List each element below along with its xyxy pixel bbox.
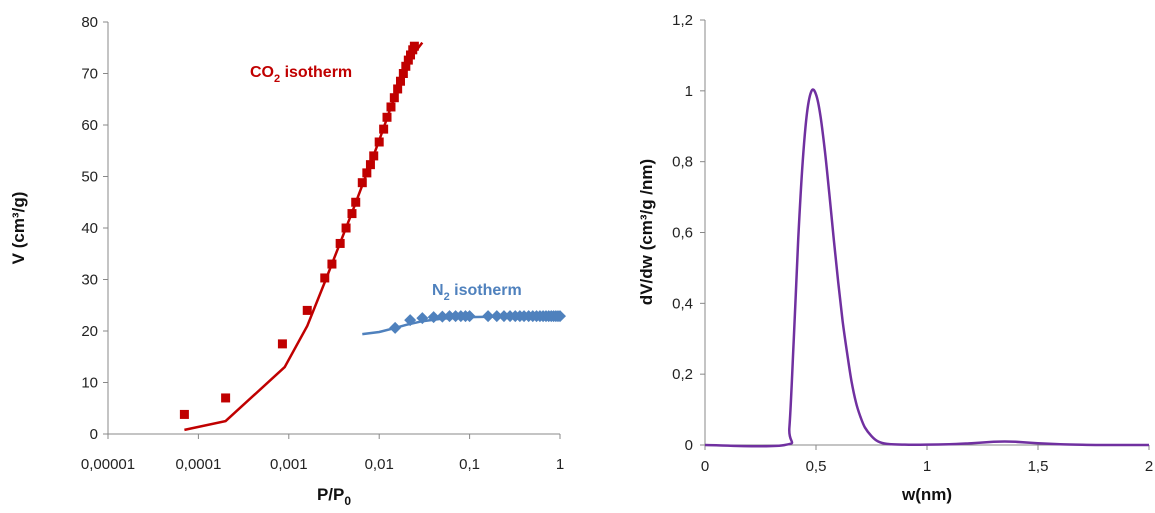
co2-data-point [406, 50, 416, 60]
y-tick-label: 20 [81, 323, 98, 340]
pore-distribution-line [704, 88, 1149, 448]
n2-data-point [497, 310, 510, 323]
n2-data-point [463, 310, 476, 323]
n2-data-point [554, 310, 566, 323]
x-axis-title: P/P0 [317, 485, 351, 508]
x-tick-label: 0 [701, 458, 709, 475]
y-tick-label: 0,8 [672, 154, 693, 171]
y-tick-label: 0,2 [672, 366, 693, 383]
n2-data-point [482, 310, 495, 323]
x-tick-label: 0,1 [459, 456, 480, 473]
co2-data-point [327, 259, 337, 269]
x-tick-label: 0,00001 [81, 456, 135, 473]
y-tick-label: 10 [81, 375, 98, 392]
co2-data-point [362, 168, 372, 178]
x-axis-title: w(nm) [901, 485, 952, 504]
x-tick-label: 0,01 [365, 456, 394, 473]
co2-data-point [347, 209, 357, 219]
y-tick-label: 50 [81, 169, 98, 186]
n2-data-point [436, 310, 449, 323]
x-tick-label: 1,5 [1028, 458, 1049, 475]
co2-data-point [398, 69, 408, 78]
co2-data-point [179, 409, 189, 419]
co2-data-point [369, 151, 379, 161]
y-axis-title: V (cm³/g) [9, 192, 28, 265]
n2-data-point [490, 310, 503, 323]
y-tick-label: 30 [81, 272, 98, 289]
x-tick-label: 2 [1145, 458, 1153, 475]
isotherm-chart: 0 10 20 30 40 50 60 70 80 0,00001 0,0001 0,001 0,01… [9, 14, 566, 508]
co2-data-point [335, 238, 345, 248]
x-tick-label: 0,001 [270, 456, 308, 473]
y-tick-label: 70 [81, 66, 98, 83]
y-tick-label: 80 [81, 14, 98, 31]
n2-data-point [404, 314, 417, 327]
co2-data-point [395, 76, 405, 86]
co2-data-point [302, 305, 312, 315]
co2-data-point [365, 160, 375, 170]
co2-data-point [393, 84, 403, 94]
y-tick-label: 60 [81, 117, 98, 134]
co2-data-point [382, 112, 392, 122]
co2-data-point [351, 197, 361, 207]
co2-isotherm-label: CO2 isotherm [250, 64, 352, 85]
n2-isotherm-label: N2 isotherm [432, 282, 522, 303]
n2-data-point [389, 321, 402, 334]
y-tick-label: 1 [685, 83, 693, 100]
y-tick-label: 0 [90, 426, 98, 443]
x-tick-label: 0,0001 [175, 456, 221, 473]
co2-data-point [409, 41, 419, 51]
co2-data-point [379, 124, 389, 134]
co2-data-point [403, 55, 413, 65]
co2-data-point [389, 93, 399, 103]
x-tick-label: 1 [556, 456, 564, 473]
y-axis-title: dV/dw (cm³/g /nm) [637, 159, 656, 305]
y-tick-label: 1,2 [672, 12, 693, 29]
pore-size-chart: 0 0,2 0,4 0,6 0,8 1 1,2 0 0,5 1 1,5 2 dV/dw (cm³/g… [637, 12, 1153, 504]
x-tick-label: 1 [923, 458, 931, 475]
co2-data-point [401, 61, 411, 71]
series-line-1 [184, 41, 424, 432]
co2-data-point [374, 137, 384, 147]
y-tick-label: 0 [685, 437, 693, 454]
co2-data-point [320, 273, 330, 283]
y-tick-label: 40 [81, 220, 98, 237]
x-tick-label: 0,5 [806, 458, 827, 475]
y-tick-label: 0,6 [672, 225, 693, 242]
co2-data-point [386, 102, 396, 112]
n2-data-point [416, 312, 429, 325]
n2-data-point [443, 310, 456, 323]
co2-data-point [357, 178, 367, 188]
co2-data-point [277, 339, 287, 349]
co2-data-point [341, 223, 351, 233]
y-tick-label: 0,4 [672, 295, 693, 312]
co2-data-point [221, 393, 231, 403]
n2-data-point [427, 311, 440, 324]
